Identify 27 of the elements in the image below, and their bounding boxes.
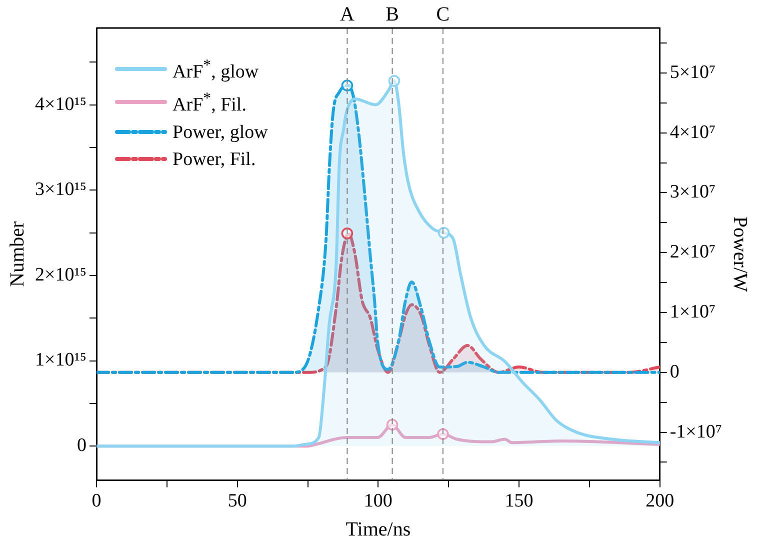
y-tick-label: 2×10¹⁵ [34, 264, 87, 286]
y-axis-title: Number [6, 220, 28, 287]
ref-line-label: A [340, 3, 355, 26]
y2-tick-label: 5×10⁷ [670, 62, 716, 83]
legend-label: ArF$^{*}$, glow [172, 56, 259, 84]
y2-tick-label: 3×10⁷ [670, 182, 716, 203]
x-axis-title: Time/ns [346, 518, 411, 540]
x-tick-label: 100 [364, 490, 392, 512]
y2-tick-label: 0 [670, 361, 680, 382]
x-tick-label: 50 [228, 490, 247, 512]
x-tick-label: 200 [646, 490, 674, 512]
y2-tick-label: 2×10⁷ [670, 242, 716, 263]
legend-label: ArF$^{*}$, Fil. [172, 89, 246, 118]
y2-tick-label: 1×10⁷ [670, 301, 716, 322]
ref-line-label: B [386, 3, 399, 26]
legend-label: Power, glow [172, 120, 268, 145]
y2-tick-label: -1×10⁷ [670, 421, 722, 442]
y-tick-label: 4×10¹⁵ [34, 94, 87, 115]
y-tick-label: 0 [77, 435, 87, 456]
legend-label: Power, Fil. [172, 148, 256, 172]
y-tick-label: 1×10¹⁵ [34, 350, 87, 371]
x-tick-label: 0 [92, 490, 102, 512]
y-tick-label: 3×10¹⁵ [34, 179, 87, 200]
x-tick-label: 150 [504, 490, 534, 512]
y2-axis-title: Power/W [728, 216, 751, 292]
ref-line-label: C [436, 3, 450, 26]
y2-tick-label: 4×10⁷ [670, 122, 716, 143]
